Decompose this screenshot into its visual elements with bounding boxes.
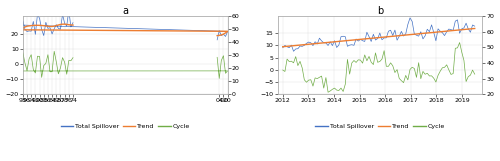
Title: a: a: [122, 6, 128, 16]
Legend: Total Spillover, Trend, Cycle: Total Spillover, Trend, Cycle: [58, 121, 192, 131]
Legend: Total Spillover, Trend, Cycle: Total Spillover, Trend, Cycle: [313, 121, 447, 131]
Title: b: b: [377, 6, 383, 16]
